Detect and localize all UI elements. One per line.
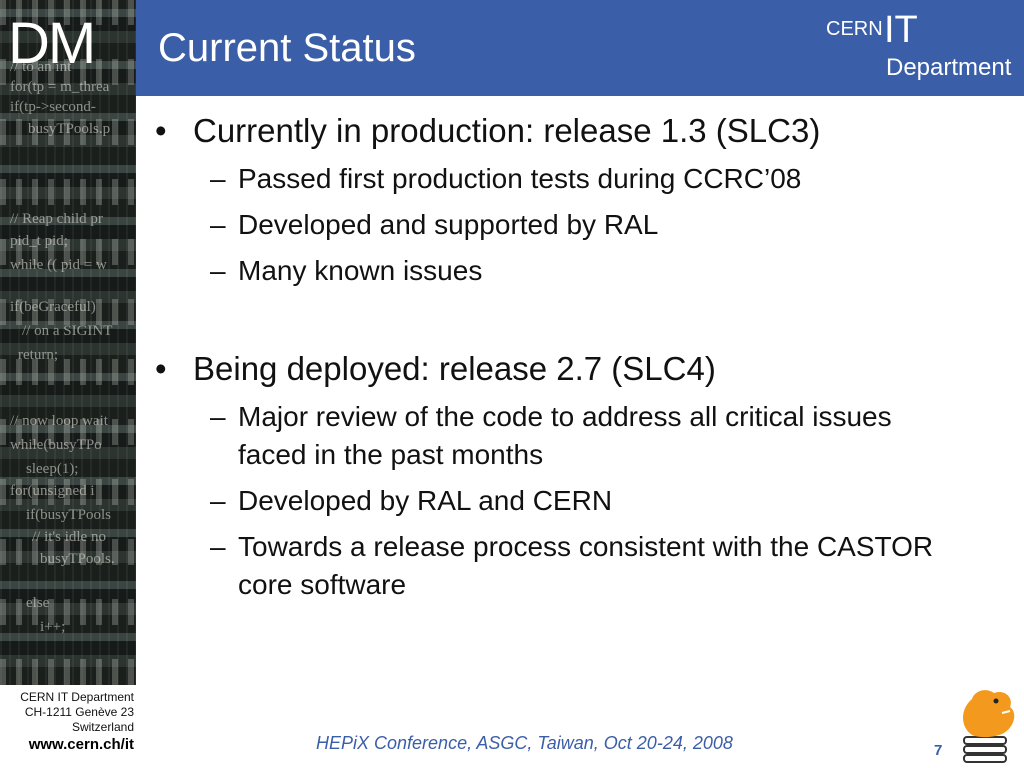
code-line: if(tp->second- xyxy=(10,99,96,115)
code-line: i++; xyxy=(40,619,66,635)
footer-address: CERN IT Department CH-1211 Genève 23 Swi… xyxy=(0,690,134,735)
header-bar: Current Status CERN IT Department xyxy=(136,0,1024,96)
bullet-dot-icon: • xyxy=(155,112,167,149)
castor-beaver-logo-icon xyxy=(963,690,1015,763)
sub-bullet-text: Many known issues xyxy=(238,255,483,286)
code-line: else xyxy=(26,595,50,611)
page-number: 7 xyxy=(934,742,943,759)
code-line: busyTPools. xyxy=(40,551,115,567)
address-line: Switzerland xyxy=(71,720,134,734)
footer-conference: HEPiX Conference, ASGC, Taiwan, Oct 20-2… xyxy=(316,733,733,753)
sidebar-image: DM // to an int for(tp = m_threa if(tp->… xyxy=(0,0,136,685)
sub-bullet-text: Towards a release process consistent wit… xyxy=(238,531,934,600)
code-line: return; xyxy=(18,347,58,363)
code-line: if(beGraceful) xyxy=(10,299,96,315)
cern-logo-cern: CERN xyxy=(826,18,883,40)
sub-bullet: – Many known issues xyxy=(155,252,1005,290)
bullet-production: • Currently in production: release 1.3 (… xyxy=(155,110,1005,152)
slide-content: • Currently in production: release 1.3 (… xyxy=(155,110,1005,604)
dash-icon: – xyxy=(210,209,226,240)
cern-it-logo: CERN IT Department xyxy=(826,9,1016,84)
sub-bullet-text: Developed by RAL and CERN xyxy=(238,485,613,516)
tape-library-texture xyxy=(0,0,136,685)
slide-title: Current Status xyxy=(158,26,416,70)
code-line: // on a SIGINT xyxy=(22,323,113,339)
code-line: // now loop wait xyxy=(10,413,108,429)
sub-bullet: – Developed by RAL and CERN xyxy=(155,482,1005,520)
code-line: // to an int xyxy=(10,59,72,75)
cern-logo-department: Department xyxy=(886,54,1012,81)
sub-bullet: – Towards a release process consistent w… xyxy=(155,528,958,604)
dash-icon: – xyxy=(210,163,226,194)
code-line: while (( pid = w xyxy=(10,257,107,273)
code-line: while(busyTPo xyxy=(10,437,102,453)
sub-bullet: – Passed first production tests during C… xyxy=(155,160,1005,198)
code-line: pid_t pid; xyxy=(10,233,68,249)
dash-icon: – xyxy=(210,485,226,516)
code-line: // it's idle no xyxy=(32,529,106,545)
bullet-text: Being deployed: release 2.7 (SLC4) xyxy=(193,350,716,387)
code-line: // Reap child pr xyxy=(10,211,103,227)
code-line: for(unsigned i xyxy=(10,483,95,499)
dash-icon: – xyxy=(210,255,226,286)
bullet-text: Currently in production: release 1.3 (SL… xyxy=(193,112,821,149)
dash-icon: – xyxy=(210,401,226,432)
address-line: CERN IT Department xyxy=(20,690,134,704)
bullet-deployment: • Being deployed: release 2.7 (SLC4) xyxy=(155,348,1005,390)
code-line: busyTPools.p xyxy=(28,121,111,137)
sub-bullet: – Developed and supported by RAL xyxy=(155,206,1005,244)
dash-icon: – xyxy=(210,531,226,562)
code-line: for(tp = m_threa xyxy=(10,79,110,95)
sub-bullet-text: Major review of the code to address all … xyxy=(238,401,892,470)
code-line: if(busyTPools xyxy=(26,507,112,523)
dm-logo: DM xyxy=(8,11,96,76)
footer-url-link[interactable]: www.cern.ch/it xyxy=(28,736,134,753)
sub-bullet: – Major review of the code to address al… xyxy=(155,398,938,474)
cern-logo-it: IT xyxy=(884,9,918,51)
address-line: CH-1211 Genève 23 xyxy=(24,705,134,719)
sub-bullet-text: Passed first production tests during CCR… xyxy=(238,163,802,194)
bullet-dot-icon: • xyxy=(155,350,167,387)
code-line: sleep(1); xyxy=(26,461,79,477)
sub-bullet-text: Developed and supported by RAL xyxy=(238,209,659,240)
